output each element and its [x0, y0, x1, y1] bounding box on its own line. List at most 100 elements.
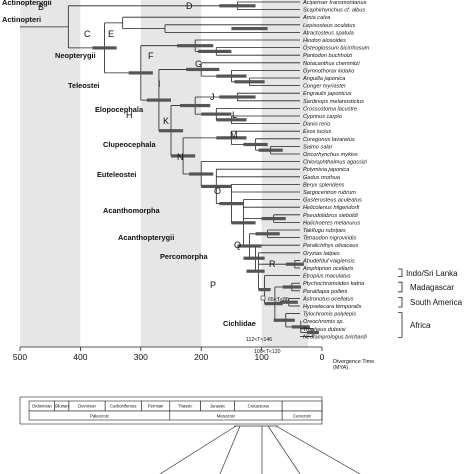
confidence-bar: [279, 300, 298, 304]
zoom-line: [267, 425, 301, 474]
taxon-label: Tylochromis polylepis: [303, 312, 356, 318]
confidence-bar: [258, 148, 283, 152]
biogeographic-regions: Indo/Sri Lanka Madagascar South America Afr…: [398, 268, 463, 338]
node-letter: Q: [234, 240, 241, 250]
region-bracket: [398, 281, 403, 293]
taxon-label: Anguilla japonica: [302, 76, 345, 82]
axis-tick-label: 0: [320, 352, 325, 362]
era-label: Mesozoic: [217, 414, 236, 419]
taxon-label: Gadus morhua: [303, 175, 340, 181]
confidence-bar: [158, 129, 184, 133]
zoom-line: [159, 425, 237, 474]
confidence-bar: [258, 288, 271, 292]
confidence-bar: [282, 285, 301, 289]
region-label: Indo/Sri Lanka: [406, 269, 458, 278]
taxon-label: Lepisosteus oculatus: [303, 23, 355, 29]
taxon-label: Etroplus maculatus: [303, 274, 351, 280]
node-letter: C: [84, 29, 91, 39]
taxon-label: Neolamprologus brichardi: [303, 334, 367, 340]
node-letter: O: [214, 186, 221, 196]
taxon-label: Engraulis japonicus: [303, 91, 352, 97]
taxon-label: Polymixia japonica: [303, 167, 349, 173]
node-letter: P: [210, 280, 216, 290]
taxon-label: Abudefduf vaigiensis: [302, 258, 355, 264]
clade-label: Clupeocephala: [103, 140, 156, 149]
confidence-bar: [219, 95, 256, 99]
node-letter: N: [177, 152, 184, 162]
confidence-bar: [306, 331, 319, 335]
period-label: Ordovician: [32, 404, 53, 409]
taxon-label: Astronotus ocellatus: [302, 296, 354, 302]
taxon-label: Sargocentron rubrum: [303, 190, 356, 196]
confidence-bar: [92, 46, 117, 50]
taxon-label: Salmo salar: [303, 144, 334, 150]
taxon-label: Gymnothorax kidako: [303, 68, 354, 74]
taxon-label: Conger myriaster: [303, 84, 347, 90]
period-label: Cretaceous: [248, 404, 269, 409]
confidence-bar: [255, 232, 280, 236]
calibration-marker: [260, 295, 266, 301]
taxon-label: Helicolenus hilgendorfi: [303, 205, 360, 211]
clade-label: Neopterygii: [55, 51, 96, 60]
time-band: [20, 0, 81, 347]
confidence-interval-bars: [92, 4, 319, 335]
node-letter: G: [195, 59, 202, 69]
region-bracket: [398, 312, 403, 338]
clade-label: Acanthomorpha: [103, 206, 161, 215]
taxon-label: Notacanthus chemnitzi: [303, 61, 360, 67]
node-letter: K: [163, 116, 169, 126]
region-label: Madagascar: [410, 283, 454, 292]
taxon-label: Oryzias latipes: [303, 251, 340, 257]
calibration-label: 65<T<86: [268, 297, 289, 303]
axis-tick-label: 400: [73, 352, 87, 362]
axis-tick-label: 200: [194, 352, 208, 362]
axis-tick-label: 500: [13, 352, 27, 362]
node-letter: L: [232, 110, 237, 120]
clade-label: Euteleostei: [97, 170, 136, 179]
confidence-bar: [231, 27, 268, 31]
confidence-bar: [201, 184, 232, 189]
clade-label: Percomorpha: [160, 252, 209, 261]
confidence-bar: [219, 202, 244, 206]
confidence-bar: [146, 98, 171, 102]
clade-label: Acanthopterygii: [118, 233, 174, 242]
confidence-bar: [291, 325, 310, 329]
node-letter: D: [186, 1, 193, 11]
taxon-label: Tetraodon nigroviridis: [303, 236, 356, 242]
confidence-bar: [201, 112, 232, 116]
clade-label: Actinopteri: [2, 15, 41, 24]
confidence-bar: [243, 142, 268, 147]
node-letter: M: [230, 130, 238, 140]
clade-label: Elopocephala: [95, 105, 144, 114]
period-box: [281, 400, 323, 412]
confidence-bar: [128, 71, 153, 75]
region-bracket: [398, 268, 403, 277]
confidence-bar: [246, 269, 265, 273]
taxon-labels: Acipenser transmontanus Scaphirhynchus cf…: [302, 0, 370, 340]
time-band: [261, 0, 308, 347]
confidence-bar: [216, 136, 247, 140]
taxon-label: Halichoeres melanurus: [303, 220, 360, 226]
taxon-label: Ptychochromoides katria: [303, 281, 364, 287]
geologic-timescale: Ordovician Silurian Devonian Carboniferous P…: [19, 396, 323, 425]
node-letter: R: [269, 259, 276, 269]
clade-labels: Actinopterygii Actinopteri Neopterygii Tele…: [2, 0, 256, 328]
confidence-bar: [261, 217, 286, 221]
axis-tick-label: 300: [134, 352, 148, 362]
taxon-label: Beryx splendens: [303, 182, 345, 188]
period-label: Silurian: [55, 404, 70, 409]
node-letter: B: [38, 2, 44, 12]
confidence-bar: [243, 256, 265, 260]
taxon-label: Danio rerio: [303, 122, 330, 128]
taxon-label: Osteoglossum bicirrhosum: [303, 46, 370, 52]
clade-label: Teleostei: [68, 81, 100, 90]
taxon-label: Gasterosteus aculeatus: [303, 198, 362, 204]
taxon-label: Crossostoma lacustre: [303, 106, 357, 112]
confidence-bar: [180, 103, 211, 108]
confidence-bar: [231, 221, 256, 225]
taxon-label: Paratilapia polleni: [303, 289, 348, 295]
zoom-line: [219, 425, 241, 474]
taxon-label: Chlorophthalmus agassizi: [303, 160, 368, 166]
taxon-label: Amphiprion ocellaris: [302, 266, 354, 272]
node-letter: H: [126, 110, 133, 120]
